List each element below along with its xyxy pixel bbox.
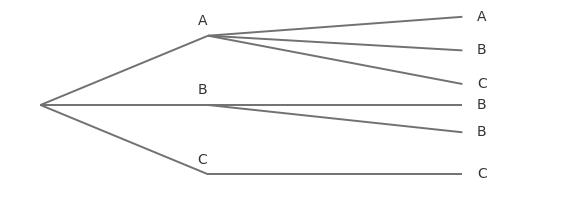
- Text: B: B: [477, 125, 487, 139]
- Text: A: A: [477, 10, 486, 24]
- Text: B: B: [198, 83, 207, 97]
- Text: C: C: [198, 153, 207, 167]
- Text: A: A: [198, 14, 207, 28]
- Text: C: C: [477, 77, 487, 91]
- Text: B: B: [477, 43, 487, 57]
- Text: C: C: [477, 167, 487, 181]
- Text: B: B: [477, 98, 487, 112]
